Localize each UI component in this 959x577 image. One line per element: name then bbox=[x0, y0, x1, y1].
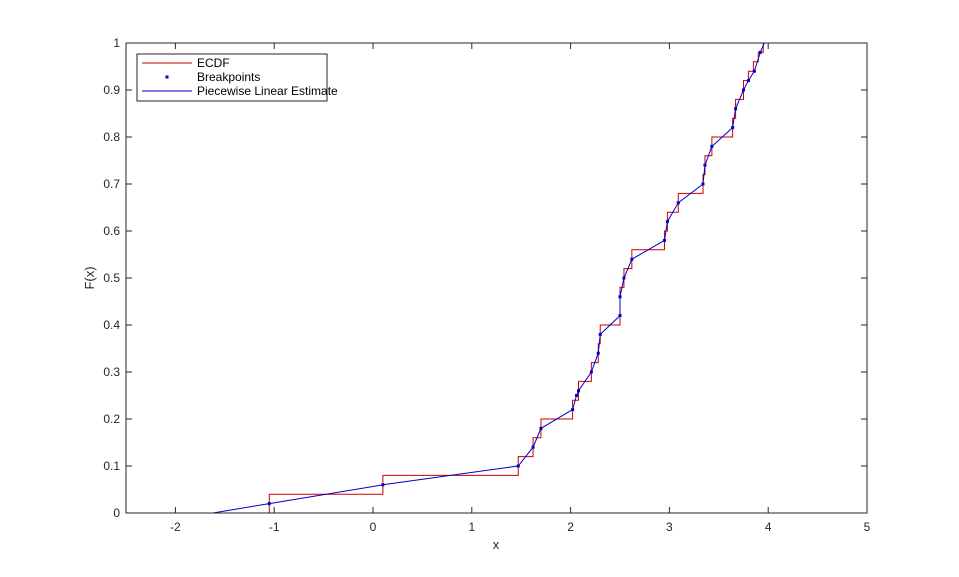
legend-label-piecewise-linear: Piecewise Linear Estimate bbox=[197, 84, 338, 98]
breakpoint-marker bbox=[734, 107, 738, 111]
y-tick-label: 0 bbox=[113, 506, 120, 520]
y-axis-label: F(x) bbox=[82, 266, 97, 289]
y-tick-label: 0.6 bbox=[103, 224, 120, 238]
x-tick-label: 2 bbox=[567, 520, 574, 534]
legend-swatch-breakpoints bbox=[165, 75, 169, 79]
breakpoint-marker bbox=[516, 464, 520, 468]
x-axis-label: x bbox=[493, 537, 500, 552]
breakpoint-marker bbox=[676, 201, 680, 205]
breakpoint-marker bbox=[539, 426, 543, 430]
legend-label-ecdf: ECDF bbox=[197, 56, 230, 70]
breakpoints-series bbox=[267, 50, 762, 506]
breakpoint-marker bbox=[577, 389, 581, 393]
breakpoint-marker bbox=[571, 408, 575, 412]
breakpoint-marker bbox=[752, 69, 756, 73]
plot-area bbox=[126, 43, 867, 513]
breakpoint-marker bbox=[596, 351, 600, 355]
x-tick-label: 5 bbox=[864, 520, 871, 534]
breakpoint-marker bbox=[731, 126, 735, 130]
breakpoint-marker bbox=[630, 257, 634, 261]
breakpoint-marker bbox=[665, 220, 669, 224]
y-tick-label: 0.8 bbox=[103, 130, 120, 144]
breakpoint-marker bbox=[531, 445, 535, 449]
breakpoint-marker bbox=[742, 88, 745, 92]
x-tick-label: -2 bbox=[170, 520, 181, 534]
breakpoint-marker bbox=[381, 483, 385, 487]
legend: ECDF Breakpoints Piecewise Linear Estima… bbox=[136, 53, 338, 102]
y-tick-label: 0.2 bbox=[103, 412, 120, 426]
breakpoint-marker bbox=[267, 502, 271, 506]
breakpoint-marker bbox=[662, 238, 666, 242]
x-axis-ticks: -2 -1 0 1 2 3 4 5 bbox=[170, 43, 871, 534]
y-tick-label: 0.7 bbox=[103, 177, 120, 191]
breakpoint-marker bbox=[618, 314, 622, 318]
x-tick-label: 0 bbox=[370, 520, 377, 534]
y-tick-label: 0.4 bbox=[103, 318, 120, 332]
breakpoint-marker bbox=[575, 394, 579, 397]
breakpoint-marker bbox=[618, 295, 622, 299]
y-tick-label: 0.9 bbox=[103, 83, 120, 97]
legend-label-breakpoints: Breakpoints bbox=[197, 70, 260, 84]
plot-background bbox=[126, 43, 867, 513]
x-tick-label: 3 bbox=[666, 520, 673, 534]
breakpoint-marker bbox=[598, 332, 602, 336]
legend-box bbox=[136, 53, 328, 102]
x-tick-label: -1 bbox=[269, 520, 280, 534]
breakpoint-marker bbox=[589, 370, 593, 374]
breakpoint-marker bbox=[622, 276, 626, 280]
y-tick-label: 0.3 bbox=[103, 365, 120, 379]
breakpoint-marker bbox=[701, 182, 705, 186]
breakpoint-marker bbox=[710, 144, 714, 148]
x-tick-label: 1 bbox=[468, 520, 475, 534]
y-tick-label: 1 bbox=[113, 36, 120, 50]
y-axis-ticks: 0 0.1 0.2 0.3 0.4 0.5 0.6 0.7 0.8 0.9 1 bbox=[103, 36, 867, 520]
breakpoint-marker bbox=[746, 79, 750, 83]
y-tick-label: 0.5 bbox=[103, 271, 120, 285]
x-tick-label: 4 bbox=[765, 520, 772, 534]
breakpoint-marker bbox=[758, 50, 762, 54]
breakpoint-marker bbox=[703, 163, 707, 167]
y-tick-label: 0.1 bbox=[103, 459, 120, 473]
